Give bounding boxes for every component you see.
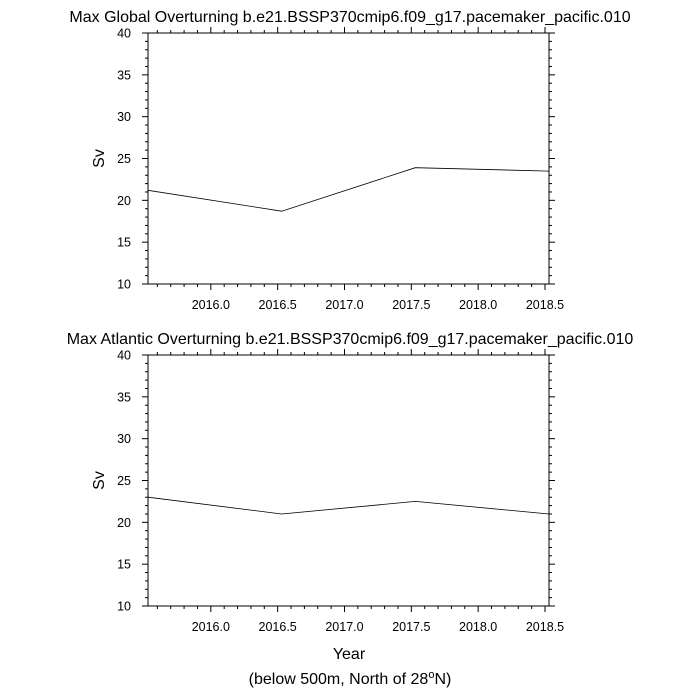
y-tick-label: 25 bbox=[117, 474, 131, 488]
y-tick-label: 35 bbox=[117, 68, 131, 82]
y-tick-label: 30 bbox=[117, 432, 131, 446]
x-tick-label: 2018.5 bbox=[526, 298, 564, 312]
y-tick-label: 10 bbox=[117, 600, 131, 614]
y-tick-label: 20 bbox=[117, 516, 131, 530]
atlantic-chart-title: Max Atlantic Overturning b.e21.BSSP370cm… bbox=[67, 331, 634, 348]
x-tick-label: 2016.0 bbox=[192, 620, 230, 634]
x-tick-label: 2017.5 bbox=[392, 620, 430, 634]
x-tick-label: 2017.0 bbox=[325, 620, 363, 634]
x-tick-label: 2017.0 bbox=[325, 298, 363, 312]
y-tick-label: 30 bbox=[117, 110, 131, 124]
global-plot-frame bbox=[147, 32, 550, 285]
global-x-tick-labels: 2016.0 2016.5 2017.0 2017.5 2018.0 2018.… bbox=[192, 298, 564, 312]
footnote-suffix: N) bbox=[434, 671, 451, 688]
atlantic-x-tick-labels: 2016.0 2016.5 2017.0 2017.5 2018.0 2018.… bbox=[192, 620, 564, 634]
footnote: (below 500m, North of 28oN) bbox=[249, 669, 452, 688]
y-tick-label: 25 bbox=[117, 152, 131, 166]
y-tick-label: 40 bbox=[117, 27, 131, 41]
x-tick-label: 2016.0 bbox=[192, 298, 230, 312]
atlantic-series-line bbox=[147, 496, 550, 515]
y-tick-label: 10 bbox=[117, 278, 131, 292]
x-axis-label: Year bbox=[333, 646, 366, 663]
atlantic-y-tick-labels: 10 15 20 25 30 35 40 bbox=[117, 349, 131, 614]
x-tick-label: 2018.0 bbox=[459, 620, 497, 634]
x-tick-label: 2018.0 bbox=[459, 298, 497, 312]
atlantic-y-axis-label: Sv bbox=[91, 471, 108, 490]
global-overturning-panel: Max Global Overturning b.e21.BSSP370cmip… bbox=[69, 9, 630, 312]
global-chart-title: Max Global Overturning b.e21.BSSP370cmip… bbox=[69, 9, 630, 26]
degree-superscript: o bbox=[428, 669, 434, 681]
x-tick-label: 2016.5 bbox=[259, 620, 297, 634]
y-tick-label: 35 bbox=[117, 390, 131, 404]
atlantic-plot-frame bbox=[147, 354, 550, 607]
global-series-line bbox=[147, 167, 550, 212]
footnote-prefix: (below 500m, North of 28 bbox=[249, 671, 429, 688]
x-tick-label: 2016.5 bbox=[259, 298, 297, 312]
x-tick-label: 2017.5 bbox=[392, 298, 430, 312]
global-ticks bbox=[142, 27, 555, 290]
y-tick-label: 40 bbox=[117, 349, 131, 363]
atlantic-ticks bbox=[142, 349, 555, 612]
global-y-axis-label: Sv bbox=[91, 149, 108, 168]
y-tick-label: 15 bbox=[117, 558, 131, 572]
atlantic-overturning-panel: Max Atlantic Overturning b.e21.BSSP370cm… bbox=[67, 331, 634, 663]
y-tick-label: 15 bbox=[117, 236, 131, 250]
y-tick-label: 20 bbox=[117, 194, 131, 208]
x-tick-label: 2018.5 bbox=[526, 620, 564, 634]
global-y-tick-labels: 10 15 20 25 30 35 40 bbox=[117, 27, 131, 292]
